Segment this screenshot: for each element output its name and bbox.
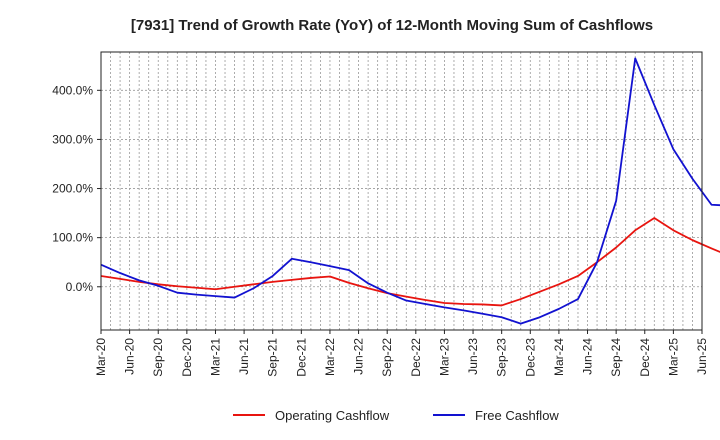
x-tick-label: Sep-23 bbox=[495, 338, 509, 377]
x-tick-label: Jun-25 bbox=[695, 338, 709, 375]
x-tick-label: Sep-21 bbox=[266, 338, 280, 377]
grid bbox=[101, 52, 702, 330]
x-tick-label: Dec-20 bbox=[180, 338, 194, 377]
x-tick-label: Mar-22 bbox=[323, 338, 337, 376]
x-axis-ticks: Mar-20 Jun-20 Sep-20 Dec-20 Mar-21 Jun-21 Sep-… bbox=[94, 330, 709, 377]
chart-title: [7931] Trend of Growth Rate (YoY) of 12-… bbox=[131, 17, 653, 34]
y-axis-ticks: 0.0% 100.0% 200.0% 300.0% 400.0% bbox=[52, 83, 101, 294]
y-tick-label: 100.0% bbox=[52, 231, 93, 245]
series-line bbox=[100, 217, 720, 307]
y-tick-label: 300.0% bbox=[52, 132, 93, 146]
x-tick-label: Sep-20 bbox=[151, 338, 165, 377]
legend-label: Free Cashflow bbox=[475, 408, 559, 423]
x-tick-label: Mar-23 bbox=[437, 338, 451, 376]
x-tick-label: Sep-22 bbox=[380, 338, 394, 377]
y-tick-label: 400.0% bbox=[52, 83, 93, 97]
x-tick-label: Dec-23 bbox=[523, 338, 537, 377]
series-lines bbox=[100, 57, 720, 325]
series-line bbox=[100, 57, 720, 325]
x-tick-label: Dec-21 bbox=[294, 338, 308, 377]
x-tick-label: Mar-24 bbox=[552, 338, 566, 376]
x-tick-label: Dec-24 bbox=[638, 338, 652, 377]
legend-label: Operating Cashflow bbox=[275, 408, 390, 423]
y-tick-label: 0.0% bbox=[66, 280, 94, 294]
x-tick-label: Jun-24 bbox=[581, 338, 595, 375]
x-tick-label: Jun-21 bbox=[237, 338, 251, 375]
x-tick-label: Sep-24 bbox=[609, 338, 623, 377]
x-tick-label: Jun-22 bbox=[352, 338, 366, 375]
x-tick-label: Dec-22 bbox=[409, 338, 423, 377]
legend: Operating Cashflow Free Cashflow bbox=[233, 408, 559, 423]
x-tick-label: Mar-25 bbox=[666, 338, 680, 376]
x-tick-label: Jun-20 bbox=[123, 338, 137, 375]
x-tick-label: Jun-23 bbox=[466, 338, 480, 375]
plot-area-frame bbox=[100, 51, 703, 331]
x-tick-label: Mar-21 bbox=[208, 338, 222, 376]
y-tick-label: 200.0% bbox=[52, 182, 93, 196]
x-tick-label: Mar-20 bbox=[94, 338, 108, 376]
